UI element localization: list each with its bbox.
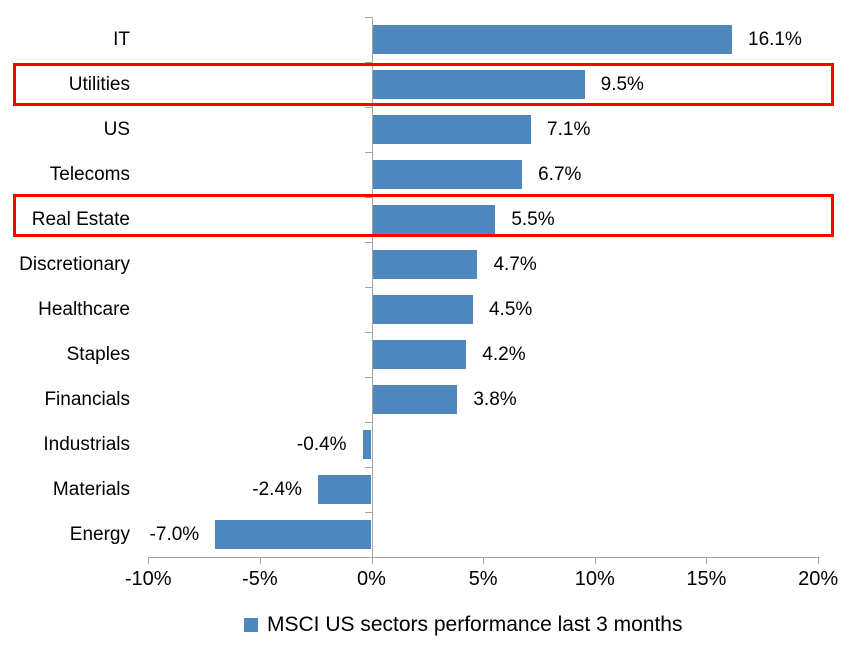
- value-label: 4.5%: [488, 299, 533, 320]
- y-axis-tick: [364, 17, 372, 18]
- value-label: 3.8%: [473, 389, 517, 410]
- bar: [372, 340, 467, 369]
- category-label: Industrials: [43, 434, 130, 455]
- value-label: 16.1%: [748, 29, 802, 50]
- x-axis-tick-label: -10%: [124, 568, 172, 590]
- category-label: Telecoms: [49, 164, 130, 185]
- highlight-box: [13, 62, 834, 106]
- category-label: Energy: [69, 524, 130, 545]
- x-axis-tick: [818, 557, 820, 564]
- y-axis-tick: [364, 287, 372, 288]
- y-axis-tick: [364, 107, 372, 108]
- legend-swatch-icon: [244, 618, 258, 632]
- bar: [372, 295, 473, 324]
- x-axis-tick-label: -5%: [242, 568, 278, 590]
- y-axis-tick: [364, 467, 372, 468]
- x-axis-tick-label: 10%: [574, 568, 615, 590]
- category-label: Financials: [44, 389, 130, 410]
- value-label: -2.4%: [252, 479, 302, 500]
- category-label: IT: [113, 29, 130, 50]
- x-axis-tick: [483, 557, 485, 564]
- x-axis-tick-label: 15%: [686, 568, 727, 590]
- category-label: Real Estate: [31, 209, 130, 230]
- y-axis-tick: [364, 197, 372, 198]
- bar: [372, 250, 478, 279]
- category-label: Discretionary: [19, 254, 130, 275]
- bar: [372, 115, 532, 144]
- x-axis-tick-label: 20%: [798, 568, 839, 590]
- bar: [372, 70, 585, 99]
- x-axis-tick: [706, 557, 708, 564]
- y-axis-tick: [364, 242, 372, 243]
- highlight-box: [13, 193, 834, 237]
- bar: [372, 160, 523, 189]
- x-axis-tick-label: 0%: [357, 568, 386, 590]
- category-label: Healthcare: [38, 299, 130, 320]
- x-axis-tick: [594, 557, 596, 564]
- category-label: US: [103, 119, 130, 140]
- legend: MSCI US sectors performance last 3 month…: [244, 613, 682, 637]
- category-label: Staples: [66, 344, 130, 365]
- x-axis-tick-label: 5%: [468, 568, 498, 590]
- legend-label: MSCI US sectors performance last 3 month…: [267, 613, 683, 636]
- value-label: 9.5%: [600, 74, 644, 95]
- x-axis-tick: [371, 557, 373, 564]
- y-axis-line: [371, 17, 373, 557]
- y-axis-tick: [364, 377, 372, 378]
- bar: [362, 430, 372, 459]
- y-axis-tick: [364, 422, 372, 423]
- value-label: 6.7%: [538, 164, 582, 185]
- y-axis-tick: [364, 512, 372, 513]
- value-label: 7.1%: [547, 119, 591, 140]
- y-axis-tick: [364, 332, 372, 333]
- bar: [372, 25, 732, 54]
- bar: [372, 205, 496, 234]
- value-label: -7.0%: [149, 524, 200, 545]
- x-axis-tick: [148, 557, 150, 564]
- value-label: 5.5%: [511, 209, 555, 230]
- value-label: 4.7%: [493, 254, 537, 275]
- x-axis-tick: [259, 557, 261, 564]
- bar: [215, 520, 372, 549]
- value-label: -0.4%: [296, 434, 347, 455]
- bar: [372, 385, 458, 414]
- value-label: 4.2%: [482, 344, 526, 365]
- y-axis-tick: [364, 152, 372, 153]
- category-label: Materials: [52, 479, 130, 500]
- bar: [317, 475, 372, 504]
- category-label: Utilities: [68, 74, 130, 95]
